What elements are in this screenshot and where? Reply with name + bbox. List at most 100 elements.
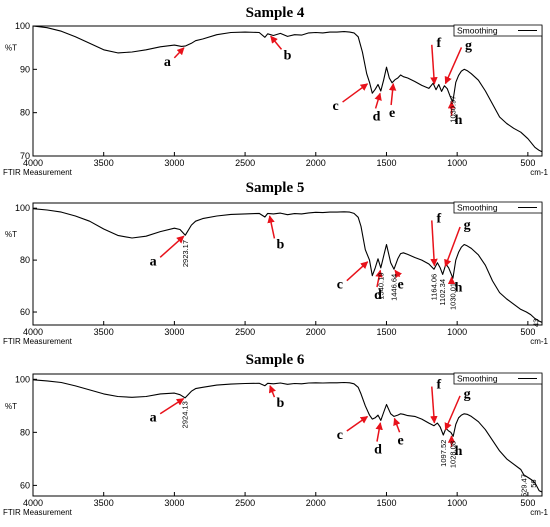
annotation-arrow <box>388 82 397 106</box>
spectrum-line <box>32 379 543 493</box>
annotation-letter: b <box>277 237 285 252</box>
footer-label: FTIR Measurement <box>3 508 73 517</box>
y-tick-label: 80 <box>20 255 30 265</box>
y-tick-label: 100 <box>15 21 30 31</box>
x-tick-label: 4000 <box>23 327 43 337</box>
spectrum-line <box>32 25 543 153</box>
peak-label: 1164.06 <box>430 274 439 301</box>
legend-label: Smoothing <box>457 26 498 36</box>
annotation-letter: b <box>284 48 292 63</box>
x-tick-label: 1500 <box>376 158 396 168</box>
y-tick-label: 100 <box>15 374 30 384</box>
x-tick-label: 2000 <box>306 158 326 168</box>
annotation-arrow <box>346 261 369 282</box>
annotation-letter: e <box>398 433 404 448</box>
annotation-letter: g <box>465 38 472 53</box>
annotation-arrow <box>444 395 461 431</box>
x-tick-label: 1000 <box>447 327 467 337</box>
annotation-arrow <box>159 235 185 258</box>
x-tick-label: 2000 <box>306 327 326 337</box>
x-tick-label: 2500 <box>235 158 255 168</box>
x-tick-label: 1500 <box>376 327 396 337</box>
x-tick-label: 500 <box>520 158 535 168</box>
chart-title: Sample 4 <box>246 5 305 21</box>
annotation-letter: e <box>398 278 404 293</box>
annotation-arrow <box>375 422 383 442</box>
legend-label: Smoothing <box>457 374 498 384</box>
x-tick-label: 4000 <box>23 158 43 168</box>
annotation-letter: c <box>332 99 338 114</box>
annotation-letter: b <box>277 396 285 411</box>
x-tick-label: 1000 <box>447 158 467 168</box>
peak-label: 1446.64 <box>390 274 399 301</box>
peak-label: 1030.97 <box>448 96 457 123</box>
annotation-letter: h <box>455 444 463 459</box>
annotation-letter: c <box>337 428 343 443</box>
peak-label: 56 <box>529 479 538 487</box>
x-tick-label: 1000 <box>447 498 467 508</box>
x-tick-label: 3000 <box>164 158 184 168</box>
y-axis-label: %T <box>5 402 17 411</box>
annotation-letter: a <box>164 55 171 70</box>
x-tick-label: 1500 <box>376 498 396 508</box>
annotation-arrow <box>173 47 185 59</box>
x-tick-label: 4000 <box>23 498 43 508</box>
footer-label: FTIR Measurement <box>3 337 73 346</box>
spectrum-line <box>32 208 543 323</box>
annotation-arrow <box>346 415 369 432</box>
chart-title: Sample 6 <box>246 352 305 368</box>
annotation-arrow <box>374 92 382 109</box>
x-tick-label: 3000 <box>164 498 184 508</box>
annotation-arrow <box>375 269 383 288</box>
annotation-arrow <box>444 47 463 85</box>
peak-label: 1030.01 <box>448 283 457 310</box>
annotation-letter: h <box>455 113 463 128</box>
annotation-arrow <box>267 215 276 239</box>
peak-label: 1028.08 <box>449 441 458 468</box>
y-tick-label: 80 <box>20 108 30 118</box>
annotation-letter: c <box>337 278 343 293</box>
x-tick-label: 3000 <box>164 327 184 337</box>
peak-label: 2924.13 <box>181 401 190 428</box>
x-tick-label: 3500 <box>94 327 114 337</box>
annotation-arrow <box>444 226 461 268</box>
annotation-arrow <box>342 83 369 103</box>
annotation-letter: d <box>374 288 382 303</box>
x-tick-label: 500 <box>520 498 535 508</box>
annotation-letter: a <box>150 254 157 269</box>
annotation-letter: g <box>464 387 471 402</box>
annotation-arrow <box>268 385 276 398</box>
x-tick-label: 2500 <box>235 327 255 337</box>
annotation-arrow <box>159 397 185 415</box>
x-axis-unit: cm-1 <box>530 337 548 346</box>
annotation-arrow <box>430 44 438 85</box>
peak-label: 2923.17 <box>181 240 190 267</box>
annotation-arrow <box>393 417 401 433</box>
annotation-letter: d <box>373 109 381 124</box>
annotation-arrow <box>430 220 438 267</box>
y-tick-label: 60 <box>20 480 30 490</box>
annotation-letter: d <box>374 443 382 458</box>
legend-box <box>453 24 543 37</box>
x-tick-label: 3500 <box>94 158 114 168</box>
annotation-letter: h <box>455 280 463 295</box>
annotation-arrow <box>430 386 438 424</box>
annotation-letter: f <box>436 36 441 51</box>
plot-frame <box>32 373 543 497</box>
y-axis-label: %T <box>5 44 17 53</box>
y-tick-label: 100 <box>15 203 30 213</box>
annotation-arrow <box>270 35 283 50</box>
x-tick-label: 3500 <box>94 498 114 508</box>
annotation-letter: f <box>436 211 441 226</box>
peak-label: 1540.19 <box>376 273 385 300</box>
legend-box <box>453 372 543 385</box>
peak-label: 1102.34 <box>438 279 447 306</box>
peak-label: 1097.52 <box>439 440 448 467</box>
x-axis-unit: cm-1 <box>530 168 548 177</box>
annotation-letter: a <box>150 411 157 426</box>
annotation-letter: g <box>464 218 471 233</box>
plot-frame <box>32 202 543 326</box>
legend-label: Smoothing <box>457 203 498 213</box>
plot-frame <box>32 25 543 157</box>
